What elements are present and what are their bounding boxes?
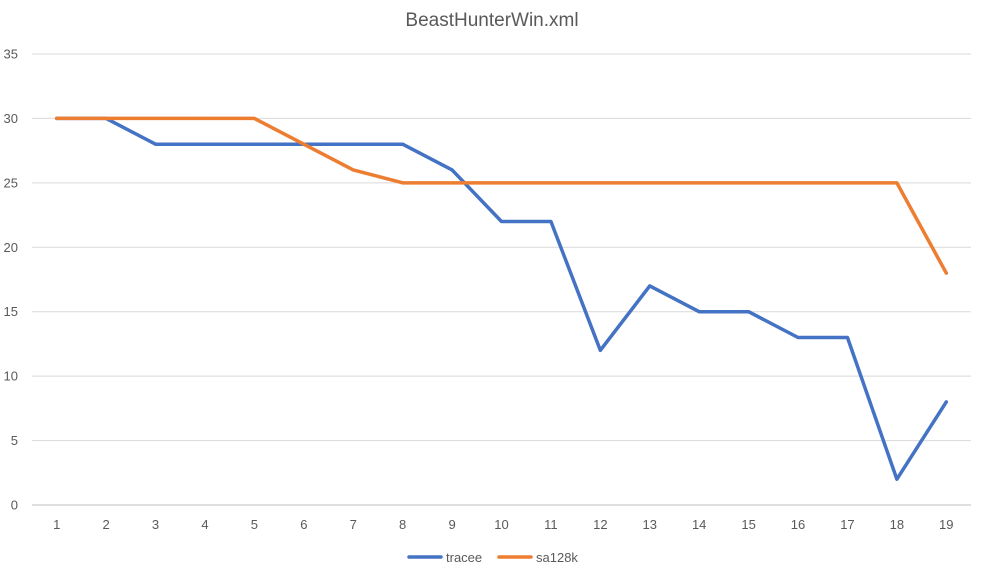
data-point-tracee	[450, 168, 454, 172]
data-point-sa128k	[401, 181, 405, 185]
x-tick-label: 13	[643, 517, 657, 532]
x-tick-label: 18	[890, 517, 904, 532]
legend-item-sa128k: sa128k	[497, 550, 578, 565]
x-tick-label: 15	[741, 517, 755, 532]
y-tick-label: 15	[4, 304, 18, 319]
x-tick-label: 14	[692, 517, 706, 532]
x-tick-label: 11	[544, 517, 558, 532]
legend: tracee sa128k	[407, 550, 578, 565]
series-lines	[54, 116, 949, 481]
data-point-sa128k	[203, 116, 207, 120]
data-point-tracee	[747, 310, 751, 314]
data-point-tracee	[796, 335, 800, 339]
data-point-sa128k	[154, 116, 158, 120]
legend-item-tracee: tracee	[407, 550, 482, 565]
y-tick-label: 35	[4, 47, 18, 62]
data-point-tracee	[500, 220, 503, 224]
data-point-tracee	[895, 477, 899, 481]
data-point-sa128k	[104, 116, 108, 120]
data-point-sa128k	[697, 181, 701, 185]
data-point-sa128k	[648, 181, 652, 185]
y-tick-label: 25	[4, 175, 18, 190]
data-point-sa128k	[302, 142, 306, 146]
x-tick-label: 1	[53, 517, 60, 532]
y-tick-label: 20	[4, 240, 18, 255]
series-line-tracee	[54, 116, 949, 481]
legend-label: sa128k	[536, 550, 578, 565]
data-point-sa128k	[500, 181, 503, 185]
data-point-sa128k	[895, 181, 899, 185]
data-point-tracee	[351, 142, 355, 146]
x-tick-label: 4	[201, 517, 208, 532]
y-tick-label: 0	[11, 498, 18, 513]
y-tick-label: 5	[11, 433, 18, 448]
x-tick-label: 8	[399, 517, 406, 532]
y-tick-label: 30	[4, 111, 18, 126]
data-point-sa128k	[351, 168, 355, 172]
data-point-sa128k	[252, 116, 256, 120]
x-axis-tick-labels: 1 2 3 4 5 6 7 8 9 10 11 12 13 14 15 16 17 18 19	[53, 517, 953, 532]
x-tick-label: 12	[593, 517, 607, 532]
y-tick-label: 10	[4, 369, 18, 384]
data-point-sa128k	[747, 181, 751, 185]
legend-label: tracee	[446, 550, 482, 565]
data-point-tracee	[648, 284, 652, 288]
data-point-tracee	[154, 142, 158, 146]
data-point-tracee	[944, 400, 948, 404]
x-tick-label: 9	[448, 517, 455, 532]
x-tick-label: 5	[251, 517, 258, 532]
x-tick-label: 10	[494, 517, 508, 532]
data-point-tracee	[697, 310, 701, 314]
data-point-sa128k	[549, 181, 553, 185]
x-tick-label: 16	[791, 517, 805, 532]
x-tick-label: 2	[103, 517, 110, 532]
x-tick-label: 19	[939, 517, 953, 532]
data-point-sa128k	[55, 116, 59, 120]
data-point-sa128k	[450, 181, 454, 185]
y-axis-tick-labels: 0 5 10 15 20 25 30 35	[4, 47, 18, 513]
gridlines	[32, 53, 971, 506]
data-point-sa128k	[944, 271, 948, 275]
x-tick-label: 7	[350, 517, 357, 532]
data-point-sa128k	[598, 181, 602, 185]
x-tick-label: 6	[300, 517, 307, 532]
data-point-tracee	[203, 142, 207, 146]
x-tick-label: 17	[840, 517, 854, 532]
data-point-tracee	[252, 142, 256, 146]
data-point-sa128k	[796, 181, 800, 185]
data-point-tracee	[598, 348, 602, 352]
series-line-sa128k	[54, 116, 949, 275]
data-point-tracee	[549, 220, 553, 224]
data-point-tracee	[845, 335, 849, 339]
chart-title: BeastHunterWin.xml	[405, 10, 578, 31]
data-point-tracee	[401, 142, 405, 146]
data-point-sa128k	[845, 181, 849, 185]
x-tick-label: 3	[152, 517, 159, 532]
